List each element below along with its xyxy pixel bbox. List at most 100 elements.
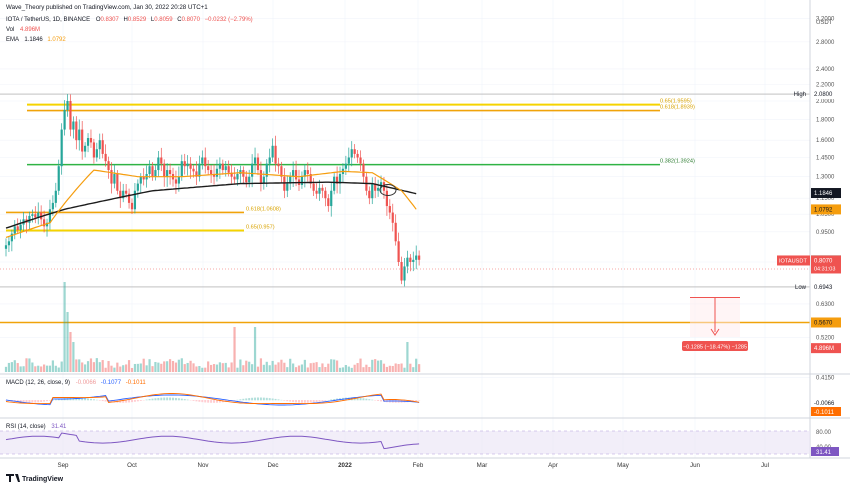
candle-body[interactable] xyxy=(415,255,418,260)
candle-body[interactable] xyxy=(72,121,75,130)
candle-body[interactable] xyxy=(13,226,16,234)
candle-body[interactable] xyxy=(34,214,37,218)
candle-body[interactable] xyxy=(204,157,207,167)
candle-body[interactable] xyxy=(180,161,183,177)
candle-body[interactable] xyxy=(221,163,224,171)
candle-body[interactable] xyxy=(16,226,19,230)
candle-body[interactable] xyxy=(306,170,309,175)
candle-body[interactable] xyxy=(215,168,219,177)
candle-body[interactable] xyxy=(330,190,333,207)
candle-body[interactable] xyxy=(294,170,298,180)
candle-body[interactable] xyxy=(374,183,377,191)
candle-body[interactable] xyxy=(192,168,195,172)
candle-body[interactable] xyxy=(256,157,260,171)
candle-body[interactable] xyxy=(245,176,248,183)
candle-body[interactable] xyxy=(324,190,327,199)
candle-body[interactable] xyxy=(84,145,87,152)
candle-body[interactable] xyxy=(377,187,380,191)
candle-body[interactable] xyxy=(397,241,400,262)
candle-body[interactable] xyxy=(133,190,137,210)
candle-body[interactable] xyxy=(335,176,339,184)
candle-body[interactable] xyxy=(151,166,154,177)
candle-body[interactable] xyxy=(239,170,242,175)
candle-body[interactable] xyxy=(95,149,98,158)
candle-body[interactable] xyxy=(48,209,52,223)
candle-body[interactable] xyxy=(4,245,8,249)
candle-body[interactable] xyxy=(321,187,324,191)
candle-body[interactable] xyxy=(210,170,213,175)
candle-body[interactable] xyxy=(230,172,233,177)
candle-body[interactable] xyxy=(7,241,11,246)
candle-body[interactable] xyxy=(303,170,306,177)
candle-body[interactable] xyxy=(409,257,412,262)
candle-body[interactable] xyxy=(148,166,151,175)
candle-body[interactable] xyxy=(359,157,362,164)
candle-body[interactable] xyxy=(63,110,66,130)
candle-body[interactable] xyxy=(315,190,318,194)
candle-body[interactable] xyxy=(265,163,268,177)
candle-body[interactable] xyxy=(344,163,347,169)
candle-body[interactable] xyxy=(391,212,394,223)
candle-body[interactable] xyxy=(277,163,280,167)
candle-body[interactable] xyxy=(136,183,139,191)
candle-body[interactable] xyxy=(130,202,134,210)
candle-body[interactable] xyxy=(160,157,163,164)
candle-body[interactable] xyxy=(157,157,160,171)
candle-body[interactable] xyxy=(280,166,283,177)
candle-body[interactable] xyxy=(89,138,93,143)
candle-body[interactable] xyxy=(212,174,216,177)
candle-body[interactable] xyxy=(207,166,210,171)
candle-body[interactable] xyxy=(54,190,57,203)
candle-body[interactable] xyxy=(289,176,292,184)
candle-body[interactable] xyxy=(385,190,388,207)
candle-body[interactable] xyxy=(268,157,271,164)
candle-body[interactable] xyxy=(224,166,227,171)
candle-body[interactable] xyxy=(104,153,107,162)
candle-body[interactable] xyxy=(92,142,95,158)
candle-body[interactable] xyxy=(259,170,263,184)
candle-body[interactable] xyxy=(69,101,72,130)
time-axis[interactable]: Sep Oct Nov Dec 2022 Feb Mar Apr May Jun Jul xyxy=(57,462,768,469)
candle-body[interactable] xyxy=(236,174,239,180)
candle-body[interactable] xyxy=(248,176,251,183)
candle-body[interactable] xyxy=(127,193,131,203)
candle-body[interactable] xyxy=(353,149,356,154)
candle-body[interactable] xyxy=(10,233,13,242)
candle-body[interactable] xyxy=(78,129,81,141)
candle-body[interactable] xyxy=(195,171,198,177)
candle-body[interactable] xyxy=(142,176,145,180)
candle-body[interactable] xyxy=(312,183,315,191)
candle-body[interactable] xyxy=(412,259,415,262)
candle-body[interactable] xyxy=(292,170,295,177)
candle-body[interactable] xyxy=(110,170,113,184)
candle-body[interactable] xyxy=(400,262,403,281)
candle-body[interactable] xyxy=(57,166,60,191)
candle-body[interactable] xyxy=(101,140,104,154)
candle-body[interactable] xyxy=(251,163,254,177)
candle-body[interactable] xyxy=(163,163,166,177)
candle-body[interactable] xyxy=(45,222,49,227)
candle-body[interactable] xyxy=(362,163,365,177)
projection-tool[interactable]: −0.1285 (−18.47%) −1285 xyxy=(682,297,748,351)
candle-body[interactable] xyxy=(86,138,90,146)
candle-body[interactable] xyxy=(327,198,330,207)
candle-body[interactable] xyxy=(233,176,236,180)
candle-body[interactable] xyxy=(350,149,353,158)
candle-body[interactable] xyxy=(19,224,22,230)
candle-body[interactable] xyxy=(253,157,257,164)
candle-body[interactable] xyxy=(174,179,178,184)
candle-body[interactable] xyxy=(201,157,204,164)
candle-body[interactable] xyxy=(183,161,186,167)
candle-body[interactable] xyxy=(418,255,421,260)
candle-body[interactable] xyxy=(274,145,277,164)
candle-body[interactable] xyxy=(166,170,169,177)
candle-body[interactable] xyxy=(227,166,230,173)
candle-body[interactable] xyxy=(300,176,304,185)
candle-body[interactable] xyxy=(154,170,157,177)
candle-body[interactable] xyxy=(356,153,359,158)
candle-body[interactable] xyxy=(262,176,265,184)
candle-body[interactable] xyxy=(42,219,46,227)
tradingview-logo[interactable]: TradingView xyxy=(6,474,64,483)
candle-body[interactable] xyxy=(31,214,34,216)
